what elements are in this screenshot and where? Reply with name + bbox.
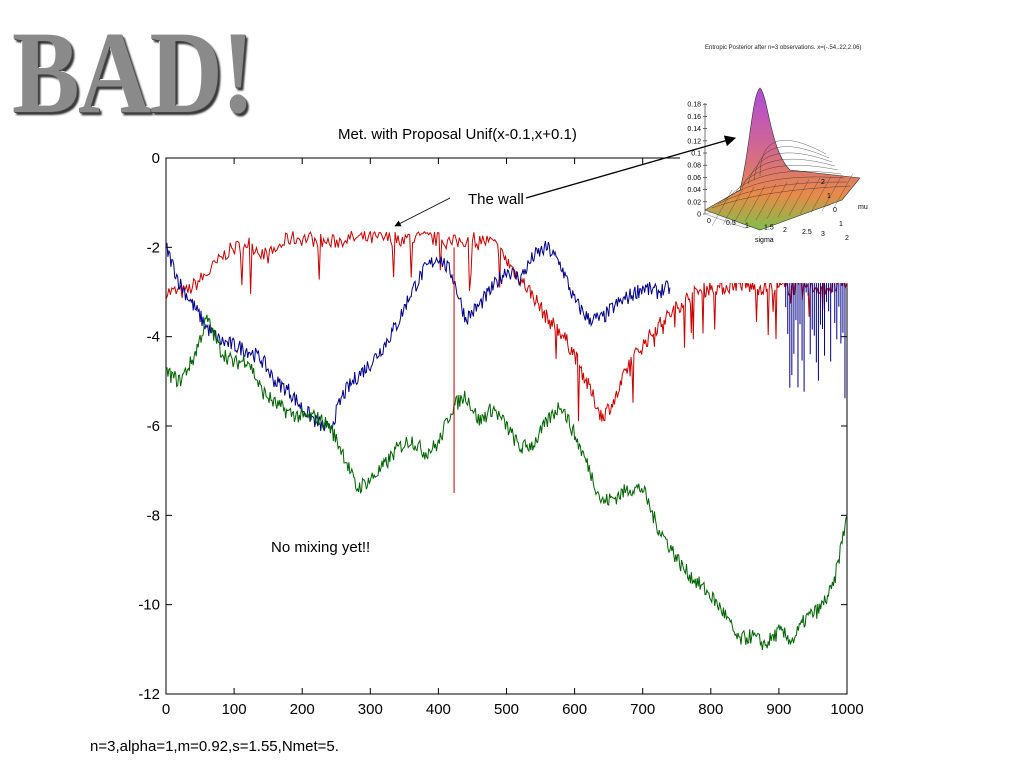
x-tick-label: 200 [290,701,315,718]
inset-mesh-line [788,179,810,216]
chart-axes: 0 100 200 300 400 500 600 700 800 900 10000-2-4-6-… [138,150,863,718]
inset-mesh-line [741,159,836,189]
inset-x-tick-label: 0 [707,218,711,225]
inset-mesh-line [821,174,843,212]
inset-mesh-line [729,171,842,197]
inset-surface [704,87,861,231]
inset-y-tick-label: 1 [839,221,843,228]
inset-mesh-line [723,176,845,201]
x-tick-label: 700 [630,701,655,718]
arrow-to-wall [394,197,451,227]
inset-z-tick-label: 0.14 [687,126,701,133]
annotation-wall: The wall [468,191,524,208]
inset-mesh-line [733,186,755,224]
y-tick-label: 0 [152,150,160,167]
inset-mesh-line [711,189,733,227]
inset-title: Entropic Posterior after n=3 observation… [705,45,862,51]
inset-y-tick-label: 2 [821,179,825,186]
inset-x-tick-label: 1.5 [764,225,774,232]
inset-y-label: mu [858,204,868,211]
inset-y-tick-label: 1 [827,193,831,200]
inset-x-label: sigma [755,237,774,244]
inset-y-tick-label: 0 [833,207,837,214]
y-tick-label: -2 [147,239,160,256]
inset-mesh-line [722,188,744,225]
inset-z-tick-label: 0.08 [687,163,701,170]
series-line-3 [165,314,848,651]
inset-mesh-line [799,177,821,215]
inset-x-tick-label: 2.5 [802,229,812,236]
x-tick-label: 400 [426,701,451,718]
y-tick-label: -12 [138,686,160,703]
inset-z-tick-label: 0 [697,212,701,219]
inset-z-tick-label: 0.02 [687,199,701,206]
inset-x-tick-label: 2 [783,227,787,234]
inset-mesh-line [717,181,848,205]
y-tick-label: -6 [147,418,160,435]
x-tick-label: 300 [358,701,383,718]
inset-mesh-line [711,185,851,209]
annotation-no-mixing: No mixing yet!! [271,539,371,556]
x-tick-label: 100 [222,701,247,718]
annotation-arrows [394,135,737,227]
inset-surface-plot: 0 0.02 0.04 0.06 0.08 0.1 0.12 0.14 0.16 0.18 0 0.5… [680,55,868,283]
y-tick-label: -4 [147,329,160,346]
x-tick-label: 600 [562,701,587,718]
arrow-to-inset [525,135,737,199]
y-tick-label: -10 [138,597,160,614]
x-tick-label: 900 [766,701,791,718]
inset-mesh-line [832,173,854,210]
inset-y-tick-label: 2 [845,235,849,242]
x-tick-label: 800 [698,701,723,718]
inset-x-tick-label: 3 [821,231,825,238]
inset-z-tick-label: 0.18 [687,102,701,109]
series-line-2 [165,241,671,432]
bad-banner: BAD! [12,7,255,138]
inset-mesh-line [735,165,839,193]
inset-x-tick-label: 1 [745,222,749,229]
x-tick-label: 0 [162,701,170,718]
footer-parameters: n=3,alpha=1,m=0.92,s=1.55,Nmet=5. [90,738,339,755]
inset-z-tick-label: 0.06 [687,175,701,182]
inset-x-tick-label: 0.5 [726,220,736,227]
inset-z-tick-label: 0.1 [691,151,701,158]
inset-z-tick-label: 0.12 [687,138,701,145]
series-layer [165,230,848,651]
x-tick-label: 500 [494,701,519,718]
chart-title: Met. with Proposal Unif(x-0.1,x+0.1) [338,126,577,143]
y-tick-label: -8 [147,507,160,524]
series-line-1 [165,230,848,422]
inset-z-tick-label: 0.04 [687,187,701,194]
inset-mesh-line [777,180,799,218]
inset-mesh-line [744,185,766,222]
inset-mesh-line [755,183,777,221]
inset-z-tick-label: 0.16 [687,114,701,121]
inset-mesh-line [810,176,832,213]
x-tick-label: 1000 [830,701,863,718]
inset-mesh-line [766,182,788,219]
